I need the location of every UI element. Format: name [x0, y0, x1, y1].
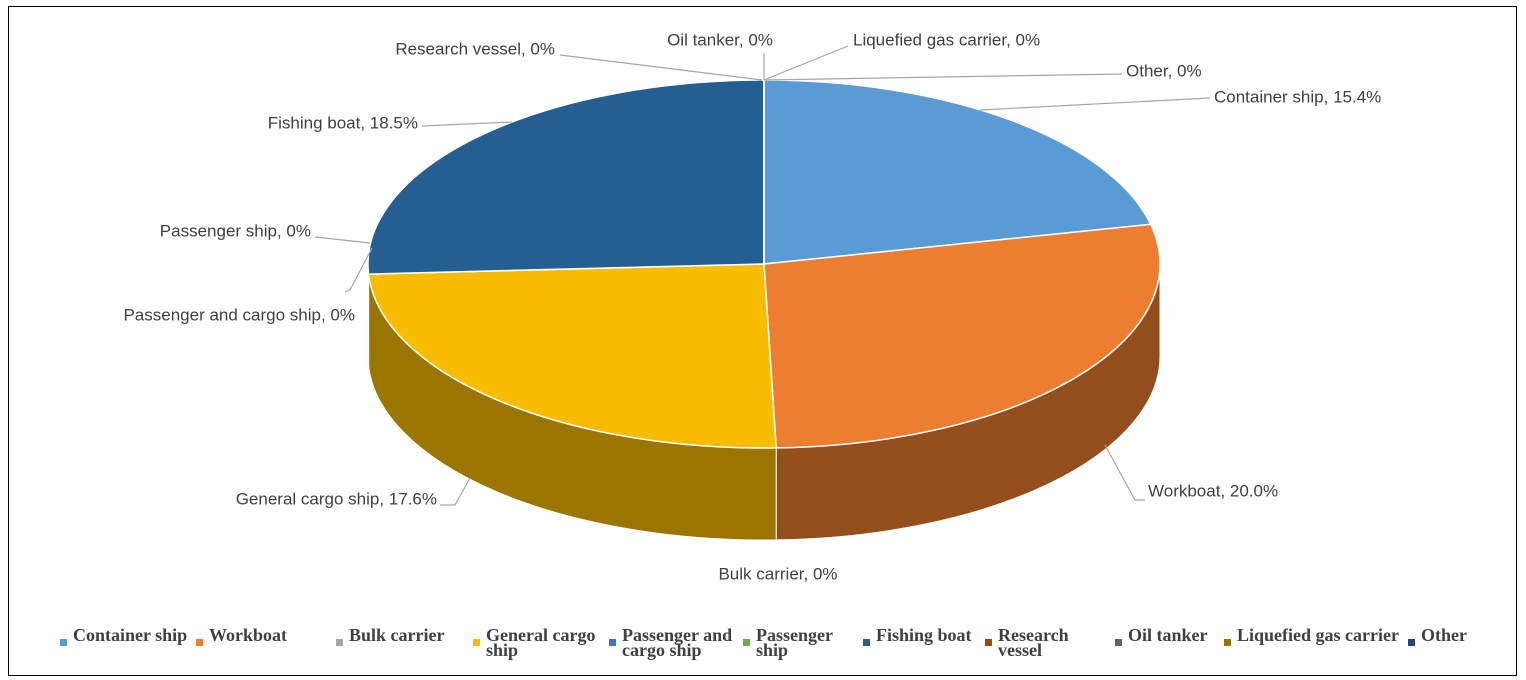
slice: [763, 223, 1161, 449]
slice-side: [367, 263, 370, 367]
legend-marker: [196, 639, 203, 646]
legend-item: General cargo ship: [473, 625, 609, 660]
legend-label: Passenger and cargo ship: [622, 625, 733, 660]
data-label: General cargo ship, 17.6%: [236, 489, 437, 508]
legend-marker: [336, 639, 343, 646]
legend-marker: [863, 639, 870, 646]
leader-line: [440, 477, 471, 506]
legend-item: Fishing boat: [863, 626, 985, 646]
legend-label: Oil tanker: [1128, 625, 1208, 645]
data-label: Passenger ship, 0%: [160, 221, 311, 240]
data-label: Container ship, 15.4%: [1214, 87, 1381, 106]
leader-line: [763, 73, 1123, 81]
slice: [367, 263, 777, 449]
data-label: Other, 0%: [1126, 61, 1202, 80]
legend-label: Container ship: [73, 625, 188, 645]
legend-marker: [60, 639, 67, 646]
legend-label: Bulk carrier: [349, 625, 445, 645]
legend-item: Oil tanker: [1115, 626, 1224, 646]
legend-marker: [1115, 639, 1122, 646]
leader-line: [314, 236, 371, 244]
leader-line: [421, 121, 513, 127]
legend-label: Passenger ship: [756, 625, 833, 660]
data-label: Fishing boat, 18.5%: [268, 113, 418, 132]
legend-marker: [473, 639, 480, 646]
legend-label: Research vessel: [998, 625, 1069, 660]
data-label: Workboat, 20.0%: [1148, 481, 1278, 500]
legend-item: Other: [1408, 626, 1510, 646]
legend-label: Workboat: [209, 625, 288, 645]
slice: [763, 79, 1152, 265]
legend-label: General cargo ship: [486, 625, 596, 660]
legend-marker: [1408, 639, 1415, 646]
chart-frame: [8, 6, 1517, 676]
leader-line: [763, 45, 849, 81]
legend-item: Liquefied gas carrier: [1224, 626, 1408, 646]
legend-item: Research vessel: [985, 625, 1115, 660]
leader-line: [344, 247, 373, 293]
data-label: Research vessel, 0%: [395, 39, 555, 58]
legend-item: Passenger and cargo ship: [609, 625, 743, 660]
slice: [367, 79, 765, 275]
leader-line: [979, 97, 1211, 111]
legend-marker: [1224, 639, 1231, 646]
legend-label: Other: [1421, 625, 1467, 645]
data-label: Passenger and cargo ship, 0%: [123, 305, 355, 324]
legend-marker: [609, 639, 616, 646]
leader-line: [559, 54, 763, 81]
legend-marker: [743, 639, 750, 646]
legend-item: Passenger ship: [743, 625, 863, 660]
legend-item: Workboat: [196, 626, 336, 646]
legend-label: Fishing boat: [876, 625, 972, 645]
data-label: Oil tanker, 0%: [667, 30, 773, 49]
legend-marker: [985, 639, 992, 646]
data-label: Bulk carrier, 0%: [718, 564, 837, 583]
legend-label: Liquefied gas carrier: [1237, 625, 1399, 645]
legend-item: Bulk carrier: [336, 626, 473, 646]
leader-line: [1104, 444, 1145, 501]
legend-item: Container ship: [60, 626, 196, 646]
data-label: Liquefied gas carrier, 0%: [853, 30, 1040, 49]
